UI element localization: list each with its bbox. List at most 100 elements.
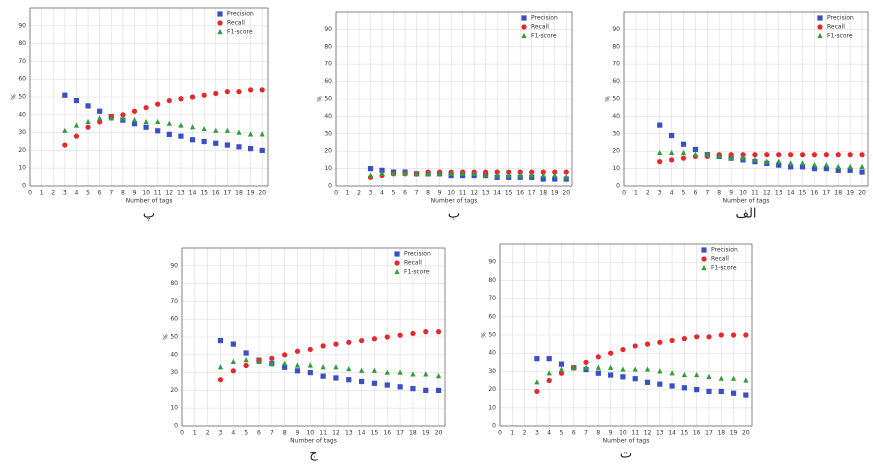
marker-square	[333, 375, 338, 380]
marker-circle	[410, 331, 415, 336]
x-tick-label: 14	[358, 430, 366, 437]
x-tick-label: 20	[858, 190, 866, 197]
x-axis-label: Number of tags	[603, 438, 650, 445]
x-tick-label: 10	[447, 190, 455, 197]
x-tick-label: 11	[154, 190, 162, 197]
y-tick-label: 60	[170, 316, 178, 323]
legend-marker	[394, 251, 399, 256]
marker-circle	[596, 354, 601, 359]
x-tick-label: 20	[562, 190, 570, 197]
marker-circle	[333, 342, 338, 347]
legend-marker	[817, 15, 822, 20]
x-tick-label: 16	[811, 190, 819, 197]
marker-triangle	[534, 379, 539, 384]
x-tick-label: 16	[693, 430, 701, 437]
x-tick-label: 0	[498, 430, 502, 437]
x-tick-label: 10	[619, 430, 627, 437]
marker-triangle	[731, 376, 736, 381]
marker-circle	[295, 349, 300, 354]
x-tick-label: 7	[584, 430, 588, 437]
marker-square	[731, 391, 736, 396]
marker-square	[295, 368, 300, 373]
y-tick-label: 40	[18, 111, 26, 118]
marker-circle	[719, 332, 724, 337]
marker-triangle	[155, 119, 160, 124]
subplot: 0123456789101112131415161718192001020304…	[163, 248, 446, 462]
marker-square	[143, 125, 148, 130]
x-tick-label: 12	[644, 430, 652, 437]
x-tick-label: 14	[493, 190, 501, 197]
marker-square	[423, 388, 428, 393]
marker-square	[372, 381, 377, 386]
x-tick-label: 9	[609, 430, 613, 437]
marker-triangle	[547, 370, 552, 375]
marker-circle	[132, 109, 137, 114]
marker-triangle	[812, 162, 817, 167]
x-tick-label: 6	[98, 190, 102, 197]
marker-circle	[190, 94, 195, 99]
x-tick-label: 15	[200, 190, 208, 197]
marker-triangle	[848, 164, 853, 169]
marker-triangle	[620, 366, 625, 371]
marker-circle	[85, 125, 90, 130]
y-tick-label: 20	[170, 387, 178, 394]
marker-circle	[248, 87, 253, 92]
subplot: 0123456789101112131415161718192001020304…	[317, 12, 573, 222]
marker-triangle	[669, 370, 674, 375]
x-tick-label: 1	[193, 430, 197, 437]
legend-label: F1-score	[404, 269, 430, 276]
marker-circle	[244, 363, 249, 368]
x-tick-label: 3	[63, 190, 67, 197]
marker-square	[633, 376, 638, 381]
marker-triangle	[244, 357, 249, 362]
marker-square	[657, 123, 662, 128]
x-tick-label: 6	[403, 190, 407, 197]
marker-triangle	[321, 364, 326, 369]
marker-square	[719, 389, 724, 394]
marker-triangle	[225, 128, 230, 133]
x-tick-label: 7	[109, 190, 113, 197]
x-tick-label: 2	[646, 190, 650, 197]
y-tick-label: 40	[170, 351, 178, 358]
figure: 0123456789101112131415161718192001020304…	[0, 0, 873, 468]
y-tick-label: 90	[170, 262, 178, 269]
x-tick-label: 3	[369, 190, 373, 197]
marker-triangle	[85, 119, 90, 124]
marker-circle	[155, 102, 160, 107]
marker-square	[213, 141, 218, 146]
x-tick-label: 19	[551, 190, 559, 197]
x-tick-label: 8	[596, 430, 600, 437]
marker-square	[706, 389, 711, 394]
marker-square	[260, 148, 265, 153]
x-tick-label: 1	[634, 190, 638, 197]
y-tick-label: 70	[612, 61, 620, 68]
marker-triangle	[657, 150, 662, 155]
legend-marker	[217, 29, 222, 34]
x-tick-label: 10	[306, 430, 314, 437]
x-tick-label: 15	[681, 430, 689, 437]
marker-triangle	[669, 150, 674, 155]
x-tick-label: 2	[523, 430, 527, 437]
marker-circle	[788, 152, 793, 157]
legend-label: Recall	[827, 24, 845, 31]
marker-circle	[74, 134, 79, 139]
x-tick-label: 2	[357, 190, 361, 197]
legend-label: F1-score	[531, 33, 557, 40]
marker-circle	[657, 159, 662, 164]
marker-circle	[633, 343, 638, 348]
marker-square	[657, 382, 662, 387]
marker-square	[244, 350, 249, 355]
x-tick-label: 15	[799, 190, 807, 197]
marker-circle	[645, 342, 650, 347]
x-tick-label: 3	[535, 430, 539, 437]
x-tick-label: 6	[257, 430, 261, 437]
marker-triangle	[706, 374, 711, 379]
marker-circle	[282, 352, 287, 357]
marker-circle	[231, 368, 236, 373]
marker-square	[669, 133, 674, 138]
y-tick-label: 10	[612, 165, 620, 172]
x-tick-label: 8	[121, 190, 125, 197]
legend-label: Recall	[711, 256, 729, 263]
